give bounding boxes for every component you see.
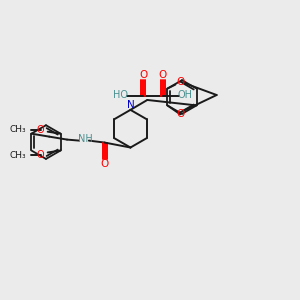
Text: O: O bbox=[139, 70, 147, 80]
Text: OH: OH bbox=[177, 89, 192, 100]
Text: CH₃: CH₃ bbox=[10, 151, 26, 160]
Text: O: O bbox=[100, 159, 109, 170]
Text: O: O bbox=[37, 150, 45, 161]
Text: O: O bbox=[37, 125, 45, 135]
Text: CH₃: CH₃ bbox=[10, 125, 26, 134]
Text: HO: HO bbox=[113, 89, 128, 100]
Text: NH: NH bbox=[77, 134, 92, 144]
Text: N: N bbox=[127, 100, 134, 110]
Text: O: O bbox=[176, 76, 184, 87]
Text: O: O bbox=[159, 70, 167, 80]
Text: O: O bbox=[176, 109, 184, 119]
